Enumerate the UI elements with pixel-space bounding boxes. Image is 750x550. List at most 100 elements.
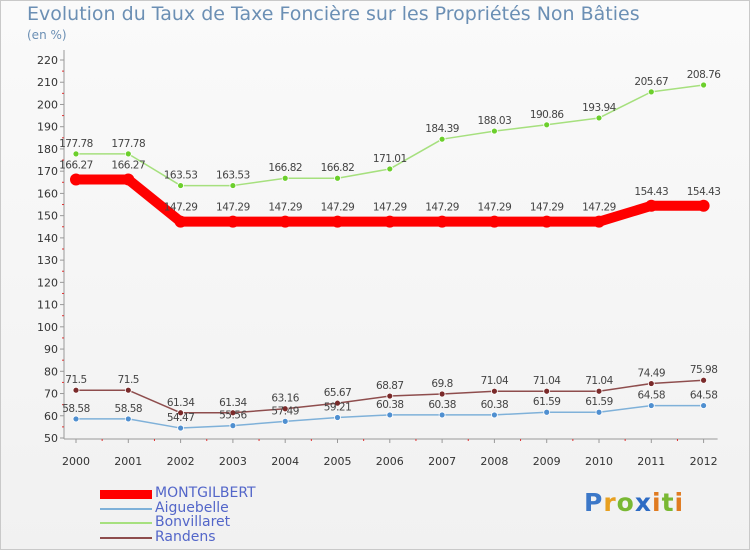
point-bonvillaret — [647, 88, 655, 96]
point-aiguebelle — [124, 415, 132, 423]
point-montgilbert — [540, 215, 553, 228]
data-label: 166.82 — [268, 162, 302, 174]
point-aiguebelle — [177, 424, 185, 432]
data-label: 177.78 — [111, 138, 145, 150]
data-label: 147.29 — [425, 202, 459, 214]
y-tick-label: 100 — [37, 321, 58, 334]
point-randens — [281, 405, 289, 413]
point-randens — [438, 390, 446, 398]
y-tick-label: 120 — [37, 276, 58, 289]
point-montgilbert — [488, 215, 501, 228]
data-label: 71.5 — [118, 374, 139, 386]
legend-swatch — [100, 507, 152, 510]
data-label: 205.67 — [634, 76, 668, 88]
point-bonvillaret — [334, 174, 341, 182]
point-aiguebelle — [334, 414, 341, 421]
data-label: 58.58 — [62, 403, 90, 415]
data-label: 60.38 — [428, 399, 456, 411]
data-label: 60.38 — [376, 399, 404, 411]
data-label: 147.29 — [268, 202, 302, 214]
y-tick-label: 210 — [37, 76, 58, 89]
y-tick-label: 110 — [37, 299, 58, 312]
data-label: 71.04 — [585, 375, 613, 387]
series-line-montgilbert — [76, 174, 704, 227]
data-label: 154.43 — [634, 186, 668, 198]
data-label: 193.94 — [582, 102, 617, 114]
y-tick-label: 200 — [37, 98, 58, 111]
legend-swatch — [100, 536, 152, 539]
data-label: 163.53 — [164, 170, 198, 182]
point-bonvillaret — [543, 121, 551, 129]
point-randens — [229, 409, 237, 417]
series-markers — [70, 81, 710, 432]
data-label: 184.39 — [425, 123, 459, 135]
y-tick-label: 60 — [44, 410, 58, 423]
x-tick-label: 2002 — [167, 455, 195, 468]
data-label: 57.49 — [271, 405, 299, 417]
point-randens — [595, 387, 603, 395]
point-montgilbert — [331, 215, 344, 228]
data-label: 64.58 — [690, 390, 718, 402]
point-montgilbert — [70, 173, 82, 186]
data-label: 75.98 — [690, 364, 718, 376]
data-label: 54.47 — [167, 412, 195, 424]
data-labels: 166.27 166.27 147.29 147.29 147.29 147.29 147.… — [59, 69, 722, 424]
point-aiguebelle — [490, 411, 498, 419]
point-bonvillaret — [281, 174, 289, 182]
y-tick-label: 90 — [44, 343, 58, 356]
point-aiguebelle — [229, 422, 237, 430]
point-randens — [490, 387, 498, 395]
point-randens — [124, 386, 132, 394]
data-label: 166.27 — [59, 159, 93, 171]
data-label: 147.29 — [530, 202, 564, 214]
data-label: 163.53 — [216, 170, 250, 182]
point-bonvillaret — [438, 135, 446, 143]
data-label: 154.43 — [687, 186, 721, 198]
x-tick-label: 2000 — [62, 455, 90, 468]
point-aiguebelle — [595, 408, 603, 416]
point-bonvillaret — [177, 182, 185, 189]
data-label: 63.16 — [271, 393, 299, 405]
data-label: 61.59 — [585, 396, 613, 408]
data-label: 147.29 — [164, 202, 198, 214]
legend-label: Randens — [155, 528, 216, 545]
data-label: 60.38 — [481, 399, 509, 411]
point-aiguebelle — [543, 408, 551, 416]
point-randens — [543, 387, 551, 395]
proxiti-logo: Proxiti — [584, 488, 685, 517]
data-label: 177.78 — [59, 138, 93, 150]
data-label: 58.58 — [115, 403, 143, 415]
point-bonvillaret — [490, 127, 498, 135]
y-tick-label: 140 — [37, 232, 58, 245]
x-tick-label: 2004 — [271, 455, 299, 468]
data-label: 68.87 — [376, 380, 404, 392]
point-bonvillaret — [700, 81, 707, 89]
legend-label: MONTGILBERT — [155, 485, 256, 501]
point-bonvillaret — [124, 150, 132, 158]
point-aiguebelle — [700, 402, 707, 409]
point-aiguebelle — [438, 411, 446, 419]
data-label: 71.5 — [65, 374, 86, 386]
y-tick-label: 180 — [37, 143, 58, 156]
point-aiguebelle — [281, 417, 289, 425]
data-label: 208.76 — [687, 69, 722, 81]
y-tick-label: 170 — [37, 165, 58, 178]
point-aiguebelle — [72, 415, 80, 423]
data-label: 166.82 — [321, 162, 355, 174]
x-tick-label: 2006 — [376, 455, 404, 468]
y-tick-label: 50 — [44, 432, 58, 445]
point-randens — [72, 386, 80, 394]
x-tick-label: 2008 — [480, 455, 508, 468]
x-tick-label: 2005 — [324, 455, 352, 468]
point-montgilbert — [226, 215, 239, 228]
data-label: 69.8 — [431, 378, 452, 390]
point-montgilbert — [645, 199, 658, 212]
point-montgilbert — [174, 215, 187, 228]
point-montgilbert — [593, 215, 605, 228]
data-label: 166.27 — [111, 159, 145, 171]
point-randens — [177, 409, 185, 417]
x-tick-label: 2011 — [637, 455, 665, 468]
point-aiguebelle — [647, 402, 655, 409]
